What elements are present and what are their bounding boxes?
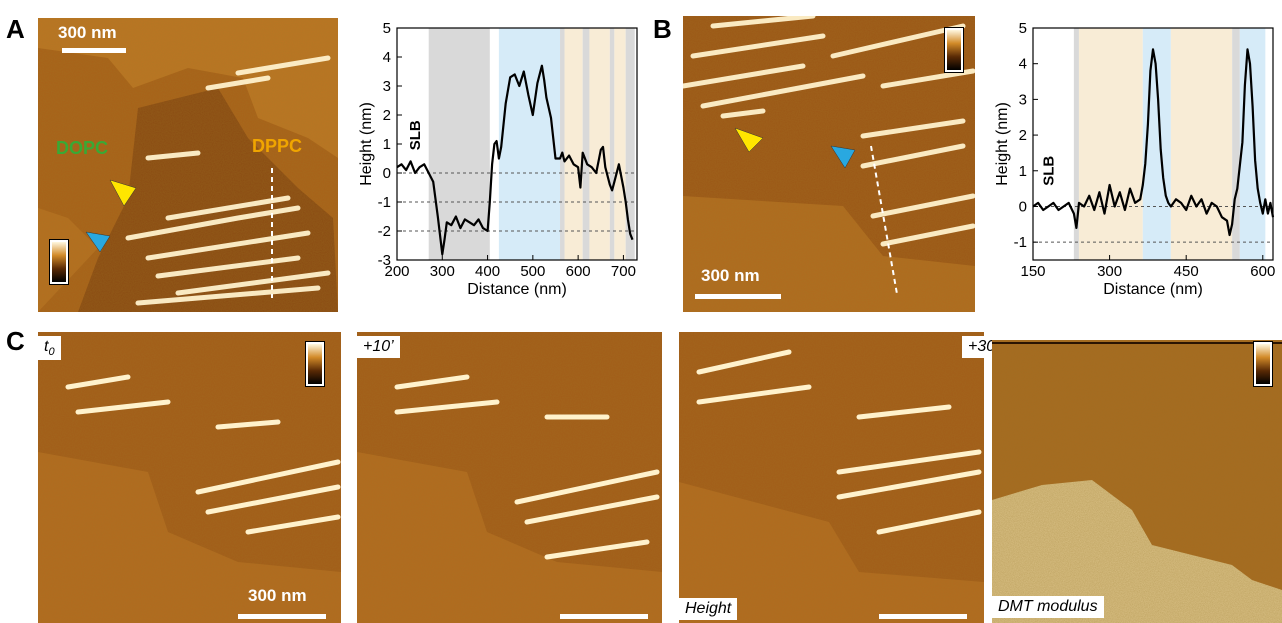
y-tick-label: 1 xyxy=(383,136,391,153)
x-tick-label: 300 xyxy=(430,263,455,280)
afm-frame-30min-height: Height xyxy=(679,332,984,623)
afm-image-a: 300 nm DOPC DPPC xyxy=(38,18,338,312)
color-scale-bar-a xyxy=(49,239,69,285)
y-tick-label: 0 xyxy=(1019,198,1027,215)
y-tick-label: 5 xyxy=(383,20,391,37)
y-tick-label: 2 xyxy=(1019,127,1027,144)
scale-bar-label-c: 300 nm xyxy=(248,586,307,605)
height-profile-chart-a: 200 300 400 500 600 700 -3 -2 -1 0 1 2 3 4 5 Distance (… xyxy=(345,16,645,316)
y-tick-label: 1 xyxy=(1019,163,1027,180)
y-tick-label: -2 xyxy=(378,223,391,240)
afm-texture-b xyxy=(683,16,975,312)
time-label-t0: t0 xyxy=(38,336,61,361)
band-beige xyxy=(564,28,583,260)
slb-annotation: SLB xyxy=(407,120,424,150)
color-scale-bar-b xyxy=(944,27,964,73)
dmt-modulus-label: DMT modulus xyxy=(992,596,1104,618)
scale-bar-b xyxy=(695,294,781,299)
band-blue xyxy=(1239,28,1266,260)
chart-b-svg: 150 300 450 600 -1 0 1 2 3 4 5 Distance (nm) Height … xyxy=(994,20,1275,298)
x-tick-label: 400 xyxy=(475,263,500,280)
scale-bar-c3 xyxy=(879,614,967,619)
blue-arrow-icon xyxy=(830,145,856,169)
profile-line xyxy=(1032,48,1275,237)
color-scale-bar-dmt xyxy=(1253,341,1273,387)
dppc-label: DPPC xyxy=(252,136,303,156)
y-tick-label: 4 xyxy=(1019,56,1027,73)
scale-bar-c1 xyxy=(238,614,326,619)
x-tick-label: 600 xyxy=(1250,263,1275,280)
yellow-arrow-icon xyxy=(109,179,137,207)
scale-bar-label-a: 300 nm xyxy=(58,23,117,42)
y-tick-label: -1 xyxy=(1014,234,1027,251)
y-tick-label: -3 xyxy=(378,252,391,269)
x-tick-label: 450 xyxy=(1174,263,1199,280)
height-profile-chart-b: 150 300 450 600 -1 0 1 2 3 4 5 Distance (nm) Height … xyxy=(985,16,1280,316)
profile-line-b xyxy=(870,145,898,295)
y-tick-label: 2 xyxy=(383,107,391,124)
time-label-10min: +10’ xyxy=(357,336,400,358)
y-tick-label: 4 xyxy=(383,49,391,66)
scale-bar-a xyxy=(62,48,126,53)
afm-texture-c2 xyxy=(357,332,662,623)
band-grey xyxy=(582,28,590,260)
x-tick-label: 300 xyxy=(1097,263,1122,280)
y-tick-label: 5 xyxy=(1019,20,1027,37)
band-grey xyxy=(625,28,635,260)
band-grey xyxy=(428,28,436,260)
y-tick-label: 3 xyxy=(383,78,391,95)
yellow-arrow-icon xyxy=(734,127,764,153)
y-axis-label: Height (nm) xyxy=(358,102,375,186)
color-scale-bar-c xyxy=(305,341,325,387)
y-tick-label: 0 xyxy=(383,165,391,182)
x-tick-label: 700 xyxy=(611,263,636,280)
afm-frame-dmt-modulus: DMT modulus xyxy=(992,340,1282,623)
afm-image-b: 300 nm xyxy=(683,16,975,312)
x-axis-label: Distance (nm) xyxy=(467,281,567,298)
chart-a-svg: 200 300 400 500 600 700 -3 -2 -1 0 1 2 3 4 5 Distance (… xyxy=(358,20,638,298)
afm-frame-10min: +10’ xyxy=(357,332,662,623)
band-grey xyxy=(435,28,490,260)
panel-letter-a: A xyxy=(6,14,25,44)
afm-texture-c1 xyxy=(38,332,341,623)
band-beige xyxy=(1170,28,1233,260)
panel-letter-b: B xyxy=(653,14,672,44)
band-grey xyxy=(609,28,615,260)
band-beige xyxy=(614,28,626,260)
scale-bar-c2 xyxy=(560,614,648,619)
band-beige xyxy=(1078,28,1143,260)
dopc-label: DOPC xyxy=(56,138,109,158)
band-grey xyxy=(1232,28,1240,260)
afm-texture-c4 xyxy=(992,340,1282,623)
afm-texture-a xyxy=(38,18,338,312)
band-beige xyxy=(589,28,610,260)
panel-letter-c: C xyxy=(6,326,25,356)
band-blue xyxy=(498,28,561,260)
slb-annotation: SLB xyxy=(1040,156,1057,186)
plot-frame xyxy=(1032,27,1274,261)
afm-texture-c3 xyxy=(679,332,984,623)
y-tick-label: 3 xyxy=(1019,91,1027,108)
y-tick-label: -1 xyxy=(378,194,391,211)
band-grey xyxy=(1073,28,1079,260)
x-tick-label: 500 xyxy=(520,263,545,280)
afm-frame-t0: t0 300 nm xyxy=(38,332,341,623)
blue-arrow-icon xyxy=(85,231,111,253)
scale-bar-label-b: 300 nm xyxy=(701,266,760,285)
x-tick-label: 150 xyxy=(1020,263,1045,280)
y-axis-label: Height (nm) xyxy=(994,102,1011,186)
x-axis-label: Distance (nm) xyxy=(1103,281,1203,298)
height-label: Height xyxy=(679,598,738,620)
profile-line xyxy=(396,64,634,256)
x-tick-label: 200 xyxy=(384,263,409,280)
x-tick-label: 600 xyxy=(566,263,591,280)
band-grey xyxy=(560,28,565,260)
